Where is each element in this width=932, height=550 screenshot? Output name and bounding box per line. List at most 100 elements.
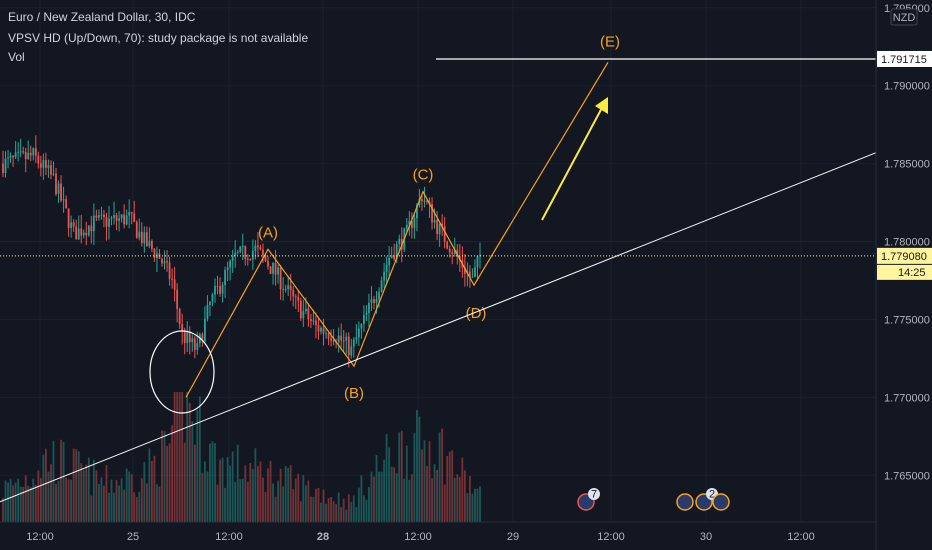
volume-bar [272, 483, 274, 522]
candle-body [451, 252, 454, 255]
candle-body [135, 221, 138, 238]
candle-body [385, 265, 388, 272]
candle-body [12, 155, 14, 158]
candle-body [246, 258, 249, 260]
candle-body [115, 215, 118, 221]
volume-bar [388, 447, 391, 522]
candle-body [443, 226, 446, 242]
candle-body [393, 255, 396, 260]
volume-bar [108, 492, 110, 522]
price-tick-label: 1.790000 [884, 81, 930, 93]
volume-bar [479, 486, 481, 522]
candle-body [378, 291, 380, 299]
volume-bar [65, 477, 67, 522]
volume-bar [282, 486, 285, 522]
volume-bar [163, 431, 166, 522]
candle-body [50, 165, 52, 175]
volume-bar [12, 485, 14, 522]
volume-bar [327, 498, 330, 522]
volume-bar [398, 432, 401, 522]
candle-body [390, 255, 393, 258]
volume-bar [357, 487, 360, 522]
volume-bar [405, 445, 408, 522]
volume-bar [67, 479, 70, 522]
candle-body [100, 214, 103, 216]
wave-label: (C) [413, 167, 434, 184]
volume-bar [2, 497, 4, 522]
candle-body [282, 289, 285, 291]
volume-bar [151, 460, 153, 522]
event-badge-icon [676, 493, 694, 511]
volume-bar [45, 448, 47, 522]
volume-bar [37, 470, 40, 522]
candle-body [62, 199, 65, 201]
candle-body [27, 152, 30, 160]
candle-body [438, 223, 441, 235]
volume-bar [375, 455, 378, 522]
price-tick-label: 1.775000 [884, 314, 930, 326]
candle-body [140, 231, 143, 244]
candle-body [103, 214, 105, 218]
candle-body [166, 261, 168, 263]
countdown-tag [877, 264, 932, 280]
arrow-head [595, 97, 608, 114]
volume-bar [345, 509, 348, 522]
candle-body [176, 289, 179, 309]
volume-bar [287, 467, 290, 522]
volume-bar [284, 466, 287, 522]
candle-body [123, 214, 126, 225]
volume-bar [259, 461, 262, 522]
volume-bar [103, 485, 105, 522]
volume-bar [191, 421, 194, 522]
candle-body [145, 232, 148, 247]
candle-body [279, 267, 282, 290]
candle-body [327, 333, 330, 339]
volume-bar [118, 485, 120, 522]
time-tick-label: 12:00 [597, 531, 625, 543]
candlestick-series [2, 135, 481, 368]
volume-bar [216, 484, 219, 522]
price-tick-label: 1.780000 [884, 237, 930, 249]
candle-body [113, 215, 115, 218]
volume-bar [380, 471, 383, 522]
volume-bar [77, 451, 80, 522]
volume-bar [115, 480, 118, 522]
candle-body [52, 173, 55, 175]
candle-body [120, 214, 123, 219]
event-count-label: 2 [709, 489, 715, 501]
volume-bar [90, 495, 93, 522]
volume-bar [110, 479, 113, 522]
wave-label: (A) [258, 224, 278, 241]
candle-body [398, 238, 401, 244]
volume-bar [85, 464, 88, 522]
candle-body [163, 261, 166, 264]
candle-body [19, 151, 22, 153]
candle-body [342, 340, 345, 342]
candle-body [216, 285, 219, 287]
volume-bar [62, 442, 65, 522]
candle-body [161, 258, 163, 264]
candle-body [236, 252, 239, 254]
candle-body [262, 249, 264, 256]
candle-body [211, 294, 214, 302]
candle-body [77, 228, 80, 240]
candle-body [75, 226, 78, 240]
support-trendline [0, 152, 877, 503]
time-tick-label: 12:00 [26, 531, 54, 543]
candle-body [347, 336, 350, 356]
candle-body [29, 152, 32, 156]
projection-arrow [541, 103, 605, 221]
volume-bar [4, 480, 7, 522]
highlight-circle [149, 330, 215, 414]
volume-bar [395, 473, 398, 522]
candle-body [128, 212, 131, 216]
candle-body [168, 262, 171, 279]
drawings[interactable]: (A) (B) (C) (D) (E) 7 2 [0, 33, 877, 511]
volume-bar [302, 475, 305, 522]
volume-bar [289, 465, 292, 522]
time-tick-label: 12:00 [404, 531, 432, 543]
candle-body [118, 218, 120, 221]
candle-body [206, 304, 209, 319]
